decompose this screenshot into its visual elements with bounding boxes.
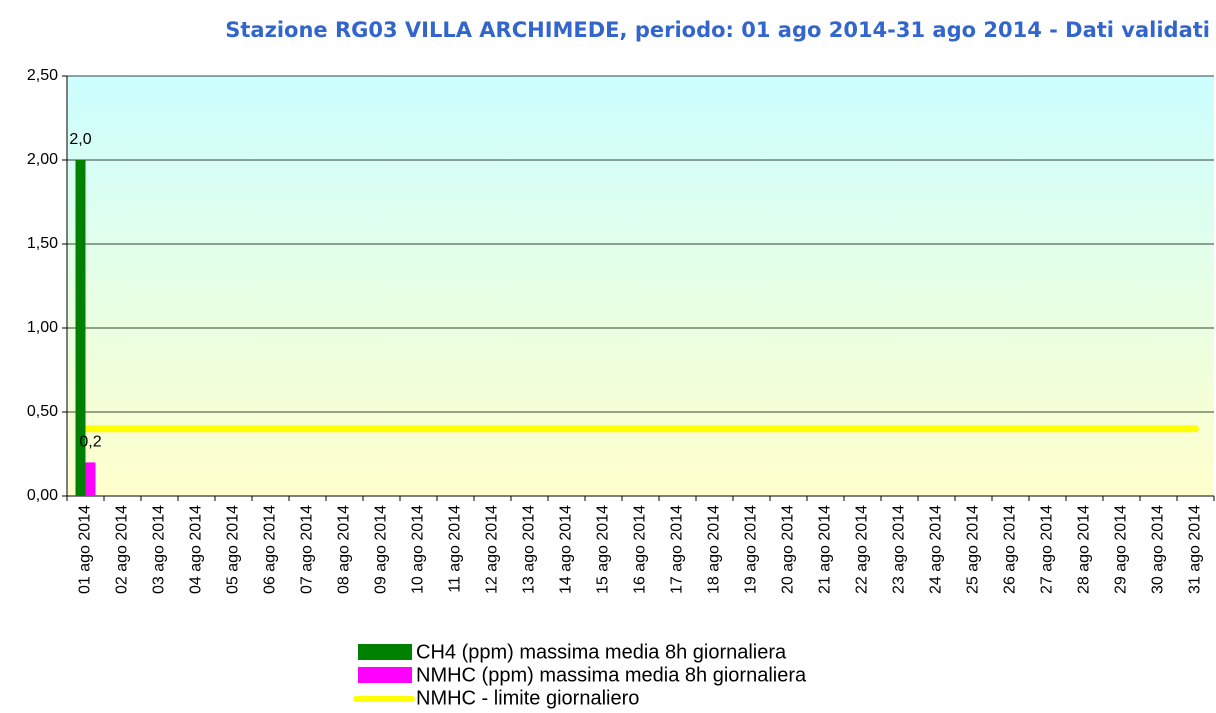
x-tick-label: 01 ago 2014 [77, 505, 94, 594]
x-tick-label: 07 ago 2014 [299, 505, 316, 594]
x-tick-label: 30 ago 2014 [1150, 505, 1167, 594]
x-tick-label: 11 ago 2014 [447, 505, 464, 593]
x-tick-label: 06 ago 2014 [262, 505, 279, 594]
x-tick-label: 04 ago 2014 [188, 505, 205, 594]
y-tick-label: 1,00 [27, 319, 58, 336]
legend-swatch [358, 667, 412, 683]
y-tick-label: 0,50 [27, 403, 58, 420]
y-tick-label: 1,50 [27, 235, 58, 252]
y-tick-label: 2,00 [27, 151, 58, 168]
data-label: 2,0 [69, 131, 91, 148]
x-tick-label: 10 ago 2014 [410, 505, 427, 594]
x-tick-label: 31 ago 2014 [1187, 505, 1204, 594]
x-tick-label: 29 ago 2014 [1113, 505, 1130, 594]
x-tick-label: 05 ago 2014 [225, 505, 242, 594]
x-tick-label: 27 ago 2014 [1039, 505, 1056, 594]
plot-area [67, 76, 1214, 496]
x-tick-label: 13 ago 2014 [521, 505, 538, 594]
legend-label: CH4 (ppm) massima media 8h giornaliera [416, 641, 787, 663]
x-tick-label: 20 ago 2014 [780, 505, 797, 594]
data-label: 0,2 [79, 434, 101, 451]
x-tick-label: 12 ago 2014 [484, 505, 501, 594]
x-tick-label: 02 ago 2014 [114, 505, 131, 594]
x-tick-label: 28 ago 2014 [1076, 505, 1093, 594]
legend-label: NMHC (ppm) massima media 8h giornaliera [416, 664, 807, 686]
x-tick-label: 24 ago 2014 [928, 505, 945, 594]
x-tick-label: 08 ago 2014 [336, 505, 353, 594]
x-tick-label: 22 ago 2014 [854, 505, 871, 594]
x-tick-label: 14 ago 2014 [558, 505, 575, 594]
bar [85, 462, 96, 496]
y-tick-label: 0,00 [27, 487, 58, 504]
x-tick-label: 03 ago 2014 [151, 505, 168, 594]
x-tick-label: 21 ago 2014 [817, 505, 834, 594]
legend-swatch [358, 644, 412, 660]
y-tick-label: 2,50 [27, 67, 58, 84]
x-tick-label: 23 ago 2014 [891, 505, 908, 594]
chart-title: Stazione RG03 VILLA ARCHIMEDE, periodo: … [225, 18, 1210, 42]
legend-label: NMHC - limite giornaliero [416, 687, 639, 709]
x-tick-label: 17 ago 2014 [669, 505, 686, 594]
x-tick-label: 15 ago 2014 [595, 505, 612, 594]
x-tick-label: 26 ago 2014 [1002, 505, 1019, 594]
x-tick-label: 25 ago 2014 [965, 505, 982, 594]
x-tick-label: 18 ago 2014 [706, 505, 723, 594]
x-tick-label: 19 ago 2014 [743, 505, 760, 594]
x-tick-label: 09 ago 2014 [373, 505, 390, 594]
bar [75, 160, 86, 496]
x-tick-label: 16 ago 2014 [632, 505, 649, 594]
